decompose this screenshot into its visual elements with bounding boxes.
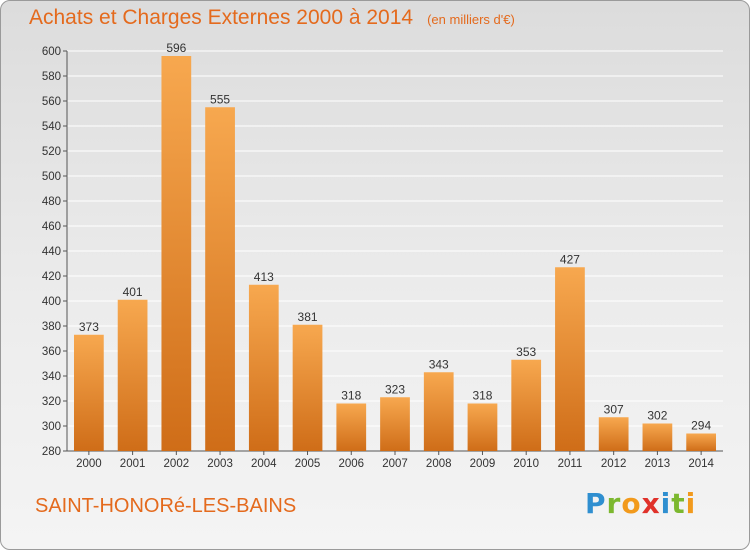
- logo-letter: i: [685, 487, 697, 520]
- y-tick-label: 540: [42, 121, 61, 133]
- bar-2000: [73, 334, 104, 451]
- logo-letter: r: [606, 487, 622, 520]
- data-label-2013: 302: [647, 409, 667, 423]
- data-label-2010: 353: [516, 345, 536, 359]
- bar-2014: [686, 433, 717, 451]
- bar-2006: [336, 403, 367, 451]
- x-tick-label: 2004: [251, 458, 277, 470]
- x-tick-label: 2012: [601, 458, 627, 470]
- logo-letter: o: [621, 487, 642, 520]
- x-tick-label: 2009: [470, 458, 496, 470]
- bar-2004: [248, 284, 279, 451]
- y-tick-label: 440: [42, 246, 61, 258]
- data-label-2009: 318: [472, 389, 492, 403]
- data-label-2008: 343: [429, 357, 449, 371]
- bar-2011: [555, 267, 585, 451]
- logo-letter: P: [585, 487, 607, 520]
- bar-2007: [380, 397, 410, 451]
- y-tick-label: 520: [42, 146, 61, 158]
- bar-2003: [205, 107, 235, 451]
- data-label-2002: 596: [166, 41, 186, 55]
- logo-letter: i: [660, 487, 672, 520]
- y-tick-label: 500: [42, 171, 61, 183]
- bar-2008: [423, 372, 454, 451]
- bar-2001: [117, 299, 148, 451]
- y-tick-label: 300: [42, 421, 61, 433]
- data-label-2011: 427: [560, 252, 580, 266]
- data-label-2004: 413: [254, 270, 274, 284]
- bar-2012: [598, 417, 629, 451]
- logo-letter: x: [641, 487, 661, 520]
- y-tick-label: 400: [42, 296, 61, 308]
- data-label-2006: 318: [341, 389, 361, 403]
- y-tick-label: 420: [42, 271, 61, 283]
- x-tick-label: 2000: [76, 458, 102, 470]
- data-label-2001: 401: [123, 285, 143, 299]
- bar-2005: [292, 324, 323, 451]
- data-label-2014: 294: [691, 419, 711, 433]
- y-tick-label: 360: [42, 346, 61, 358]
- y-tick-label: 380: [42, 321, 61, 333]
- x-tick-label: 2007: [382, 458, 408, 470]
- bar-2010: [511, 359, 542, 451]
- chart-title-row: Achats et Charges Externes 2000 à 2014 (e…: [29, 6, 515, 30]
- y-tick-label: 280: [42, 446, 61, 458]
- y-tick-label: 320: [42, 396, 61, 408]
- y-tick-label: 580: [42, 71, 61, 83]
- x-tick-label: 2013: [645, 458, 671, 470]
- data-label-2012: 307: [604, 402, 624, 416]
- x-tick-label: 2005: [295, 458, 321, 470]
- y-tick-label: 340: [42, 371, 61, 383]
- label-layer: 373 401 596 555 413 381 318 323 343 318 353 427 307 3…: [79, 41, 712, 433]
- x-tick-label: 2006: [338, 458, 364, 470]
- x-tick-label: 2002: [164, 458, 190, 470]
- bar-2002: [161, 56, 192, 451]
- y-tick-label: 560: [42, 96, 61, 108]
- data-label-2000: 373: [79, 320, 99, 334]
- chart-subtitle: (en milliers d'€): [427, 12, 515, 27]
- chart-title: Achats et Charges Externes 2000 à 2014: [29, 6, 414, 29]
- data-label-2003: 555: [210, 92, 230, 106]
- x-tick-label: 2011: [558, 458, 583, 470]
- y-tick-label: 480: [42, 196, 61, 208]
- bar-layer: [73, 56, 717, 451]
- y-tick-label: 600: [42, 46, 61, 58]
- x-tick-label: 2014: [688, 458, 714, 470]
- data-label-2007: 323: [385, 382, 405, 396]
- data-label-2005: 381: [298, 310, 318, 324]
- bar-2013: [642, 423, 673, 451]
- x-tick-label: 2008: [426, 458, 452, 470]
- proxiti-logo: Proxiti: [585, 487, 696, 520]
- x-tick-label: 2010: [513, 458, 539, 470]
- x-tick-label: 2001: [120, 458, 146, 470]
- x-tick-label: 2003: [207, 458, 233, 470]
- y-tick-label: 460: [42, 221, 61, 233]
- commune-name: SAINT-HONORé-LES-BAINS: [35, 495, 297, 517]
- bar-2009: [467, 403, 498, 451]
- logo-letter: t: [671, 487, 686, 520]
